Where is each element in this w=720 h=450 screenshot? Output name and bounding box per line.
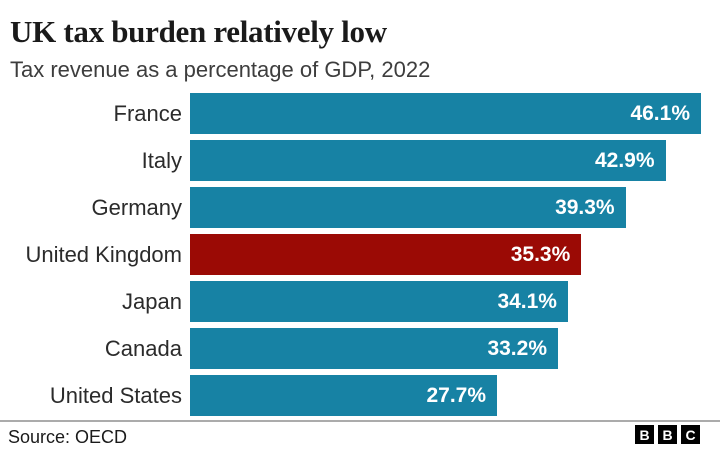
footer-divider [0, 420, 720, 422]
source-label: Source: OECD [8, 427, 128, 447]
bar: 33.2% [190, 328, 558, 369]
bar-track: 39.3% [190, 187, 701, 228]
chart-row: Japan 34.1% [0, 281, 701, 322]
value-label: 42.9% [594, 148, 655, 172]
bbc-logo-block: C [681, 425, 700, 444]
category-label: United States [49, 382, 182, 408]
chart-row: Italy 42.9% [0, 140, 701, 181]
chart-title: UK tax burden relatively low [10, 14, 387, 49]
bar-track: 34.1% [190, 281, 701, 322]
chart-row: Germany 39.3% [0, 187, 701, 228]
bar-track: 27.7% [190, 375, 701, 416]
category-label: France [113, 100, 182, 126]
bar: 27.7% [190, 375, 498, 416]
value-label: 27.7% [426, 383, 487, 407]
bbc-logo-block: B [658, 425, 677, 444]
bar-track: 33.2% [190, 328, 701, 369]
bar-track: 46.1% [190, 93, 701, 134]
bar: 34.1% [190, 281, 568, 322]
category-label: United Kingdom [25, 241, 182, 267]
value-label: 46.1% [630, 101, 690, 125]
bar: 46.1% [190, 93, 701, 134]
value-label: 35.3% [510, 242, 571, 266]
bar: 39.3% [190, 187, 626, 228]
bar-track: 42.9% [190, 140, 701, 181]
chart-row: Canada 33.2% [0, 328, 701, 369]
chart-row: France 46.1% [0, 93, 701, 134]
bbc-logo-block: B [635, 425, 654, 444]
bar-highlighted: 35.3% [190, 234, 582, 275]
category-label: Germany [91, 194, 182, 220]
category-label: Italy [141, 147, 182, 173]
chart-row: United Kingdom 35.3% [0, 234, 701, 275]
bar-track: 35.3% [190, 234, 701, 275]
value-label: 39.3% [555, 195, 615, 219]
category-label: Japan [122, 288, 182, 314]
chart-row: United States 27.7% [0, 375, 701, 416]
bar: 42.9% [190, 140, 666, 181]
category-label: Canada [104, 335, 182, 361]
value-label: 34.1% [497, 289, 557, 313]
value-label: 33.2% [487, 336, 547, 360]
chart-subtitle: Tax revenue as a percentage of GDP, 2022 [10, 57, 431, 82]
bar-chart: France 46.1% Italy 42.9% Germany 39.3% United … [0, 93, 701, 422]
